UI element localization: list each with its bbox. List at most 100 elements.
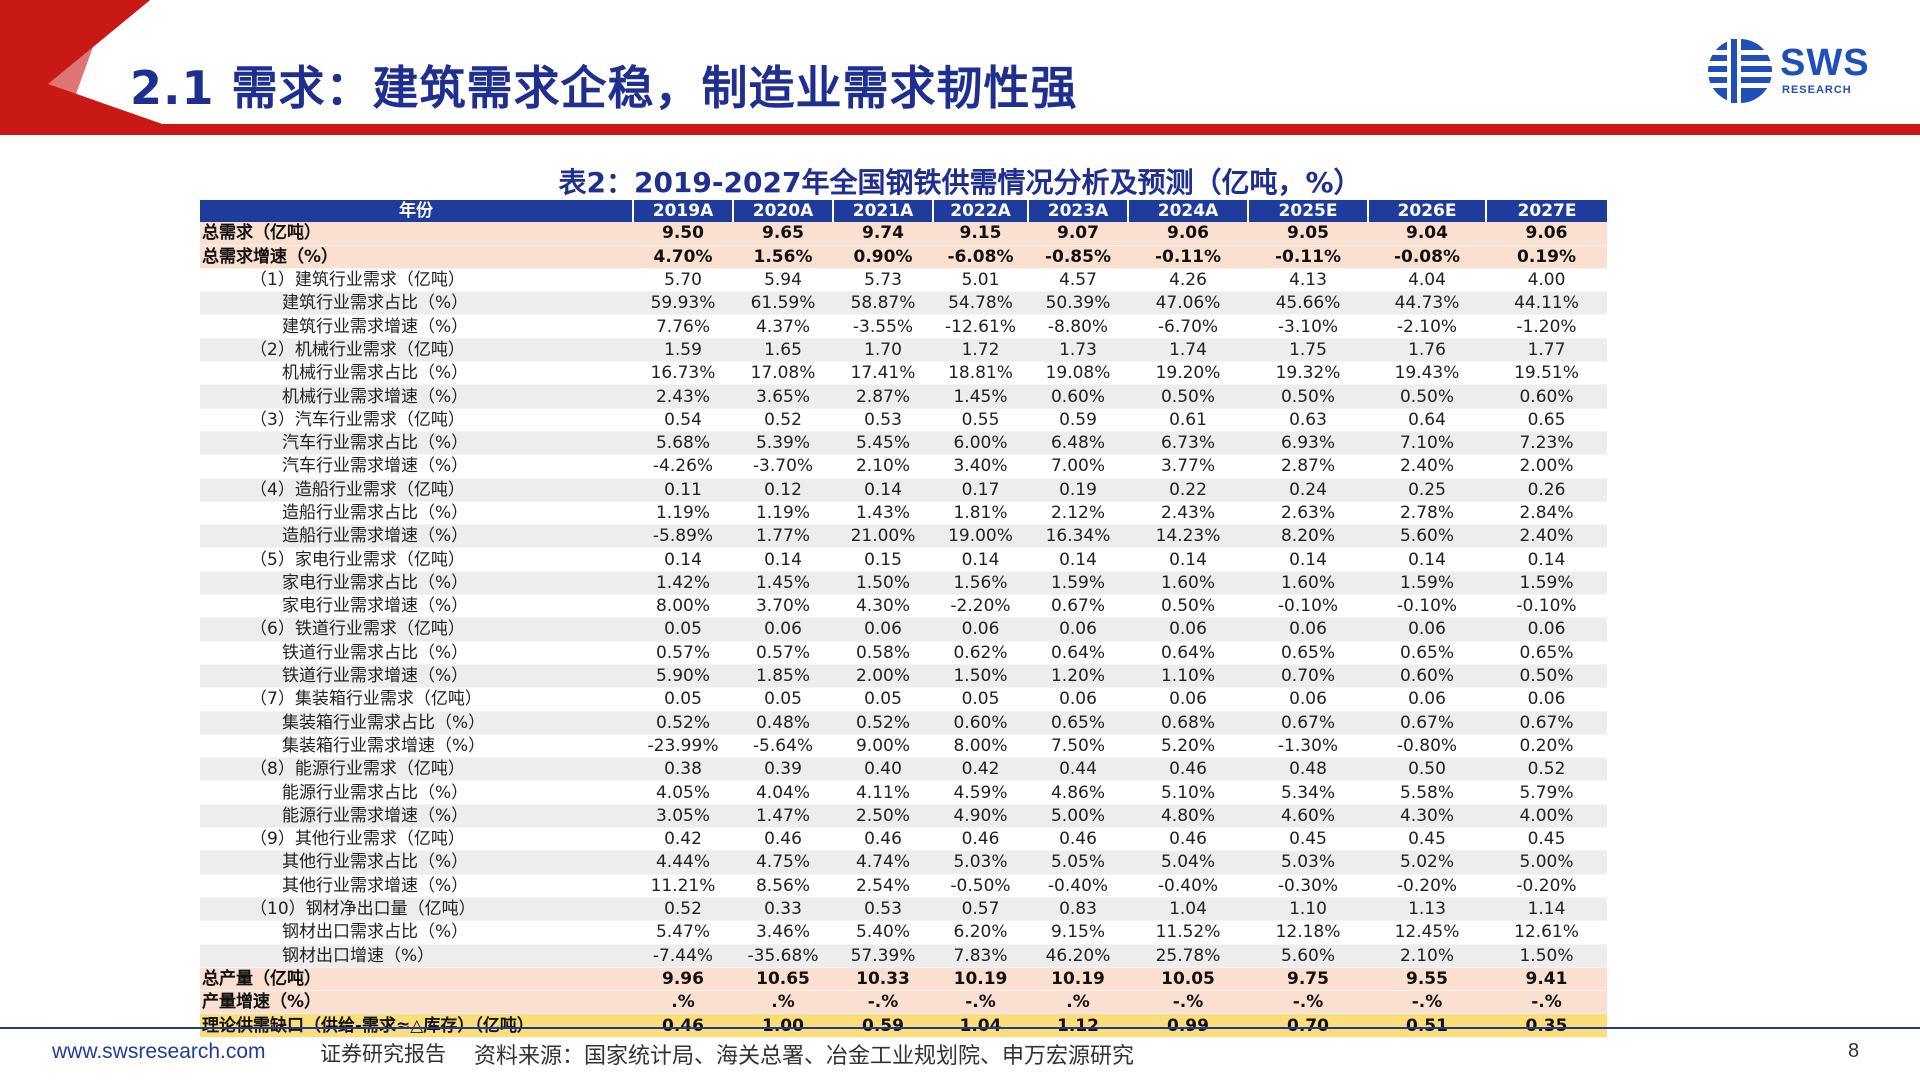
table-cell: 5.73 <box>833 268 933 293</box>
table-cell: 45.66% <box>1248 291 1368 316</box>
row-label: （3）汽车行业需求（亿吨） <box>200 408 633 432</box>
table-cell: 0.35 <box>1486 1013 1607 1038</box>
table-cell: 0.14 <box>733 547 833 572</box>
table-cell: 0.05 <box>933 687 1028 712</box>
table-cell: -4.26% <box>633 454 733 479</box>
table-cell: 8.00% <box>933 734 1028 759</box>
table-cell: 10.19 <box>933 967 1028 992</box>
table-cell: 0.59 <box>833 1013 933 1038</box>
footer-source: 资料来源：国家统计局、海关总署、冶金工业规划院、申万宏源研究 <box>474 1044 1135 1069</box>
table-cell: 0.51 <box>1368 1013 1486 1038</box>
row-label: （1）建筑行业需求（亿吨） <box>200 268 633 293</box>
table-cell: 0.62% <box>933 641 1028 665</box>
table-cell: 5.70 <box>633 268 733 293</box>
table-cell: -1.20% <box>1486 314 1607 339</box>
table-cell: 0.67% <box>1368 711 1486 735</box>
table-cell: 0.67% <box>1248 711 1368 735</box>
table-cell: 1.81% <box>933 501 1028 526</box>
table-cell: 4.74% <box>833 850 933 875</box>
row-label: 能源行业需求占比（%） <box>200 780 633 805</box>
table-cell: 7.50% <box>1028 734 1128 759</box>
table-row: 机械行业需求增速（%） 2.43% 3.65% 2.87% 1.45% 0.60% 0.50… <box>200 384 1607 409</box>
table-cell: 0.65% <box>1368 641 1486 665</box>
table-cell: 9.50 <box>633 222 733 246</box>
table-cell: 1.74 <box>1128 338 1248 363</box>
table-cell: 0.45 <box>1368 827 1486 852</box>
table-cell: 19.32% <box>1248 361 1368 386</box>
table-cell: 0.50% <box>1128 384 1248 409</box>
table-row: 建筑行业需求增速（%） 7.76% 4.37% -3.55% -12.61% -8.80%… <box>200 314 1607 339</box>
table-cell: -0.08% <box>1368 245 1486 269</box>
table-cell: 4.05% <box>633 780 733 805</box>
table-cell: -0.40% <box>1028 874 1128 898</box>
table-cell: 1.13 <box>1368 897 1486 922</box>
table-cell: 0.50% <box>1368 384 1486 409</box>
table-cell: 1.60% <box>1128 571 1248 596</box>
table-cell: 0.55 <box>933 408 1028 432</box>
table-row: 能源行业需求增速（%） 3.05% 1.47% 2.50% 4.90% 5.00% 4.80… <box>200 804 1607 829</box>
table-cell: 0.06 <box>933 617 1028 642</box>
table-cell: 10.19 <box>1028 967 1128 992</box>
table-row: 造船行业需求占比（%） 1.19% 1.19% 1.43% 1.81% 2.12% 2.43… <box>200 501 1607 526</box>
table-cell: 5.94 <box>733 268 833 293</box>
table-cell: 0.46 <box>933 827 1028 852</box>
row-label: 建筑行业需求增速（%） <box>200 314 633 339</box>
table-cell: 16.34% <box>1028 524 1128 549</box>
table-cell: 21.00% <box>833 524 933 549</box>
table-cell: 0.67% <box>1486 711 1607 735</box>
row-label: 其他行业需求占比（%） <box>200 850 633 875</box>
row-label: （9）其他行业需求（亿吨） <box>200 827 633 852</box>
table-cell: 7.23% <box>1486 431 1607 456</box>
table-cell: -0.40% <box>1128 874 1248 898</box>
table-cell: 1.19% <box>733 501 833 526</box>
table-cell: -0.10% <box>1486 594 1607 619</box>
table-cell: 0.22 <box>1128 478 1248 502</box>
page-number: 8 <box>1848 1040 1860 1062</box>
table-cell: 0.48 <box>1248 757 1368 782</box>
table-cell: 5.34% <box>1248 780 1368 805</box>
table-cell: 1.59% <box>1028 571 1128 596</box>
table-cell: 9.96 <box>633 967 733 992</box>
table-cell: -3.55% <box>833 314 933 339</box>
table-cell: 0.65% <box>1486 641 1607 665</box>
table-row: 建筑行业需求占比（%） 59.93% 61.59% 58.87% 54.78% 50.39… <box>200 291 1607 316</box>
table-cell: 0.15 <box>833 547 933 572</box>
table-cell: 0.53 <box>833 897 933 922</box>
table-cell: 5.01 <box>933 268 1028 293</box>
logo-subtext: RESEARCH <box>1782 84 1852 96</box>
table-cell: 2.43% <box>633 384 733 409</box>
table-row: 机械行业需求占比（%） 16.73% 17.08% 17.41% 18.81% 19.08… <box>200 361 1607 386</box>
header-year-2020A: 2020A <box>733 200 834 223</box>
table-cell: 1.59% <box>1368 571 1486 596</box>
table-cell: -0.10% <box>1248 594 1368 619</box>
table-cell: -0.80% <box>1368 734 1486 759</box>
table-cell: .% <box>1028 990 1128 1015</box>
table-cell: 1.42% <box>633 571 733 596</box>
table-cell: 7.10% <box>1368 431 1486 456</box>
row-label: （5）家电行业需求（亿吨） <box>200 547 633 572</box>
table-cell: 0.12 <box>733 478 833 502</box>
table-row: （5）家电行业需求（亿吨） 0.14 0.14 0.15 0.14 0.14 0.14 0.1… <box>200 547 1607 572</box>
table-cell: 5.20% <box>1128 734 1248 759</box>
table-cell: 4.70% <box>633 245 733 269</box>
table-cell: 19.08% <box>1028 361 1128 386</box>
table-cell: 1.10% <box>1128 664 1248 689</box>
table-cell: 4.57 <box>1028 268 1128 293</box>
table-cell: 7.83% <box>933 944 1028 968</box>
table-cell: 11.52% <box>1128 920 1248 945</box>
table-cell: 1.85% <box>733 664 833 689</box>
table-cell: 0.57% <box>633 641 733 665</box>
table-cell: 0.45 <box>1486 827 1607 852</box>
table-cell: 1.43% <box>833 501 933 526</box>
table-cell: 1.60% <box>1248 571 1368 596</box>
table-cell: 0.52 <box>633 897 733 922</box>
table-cell: -.% <box>1248 990 1368 1015</box>
table-cell: -0.11% <box>1248 245 1368 269</box>
table-cell: 8.56% <box>733 874 833 898</box>
table-cell: 9.55 <box>1368 967 1486 992</box>
table-cell: 0.99 <box>1128 1013 1248 1038</box>
table-cell: -3.10% <box>1248 314 1368 339</box>
table-cell: -35.68% <box>733 944 833 968</box>
footer-url-link[interactable]: www.swsresearch.com <box>52 1040 266 1063</box>
table-cell: -0.50% <box>933 874 1028 898</box>
